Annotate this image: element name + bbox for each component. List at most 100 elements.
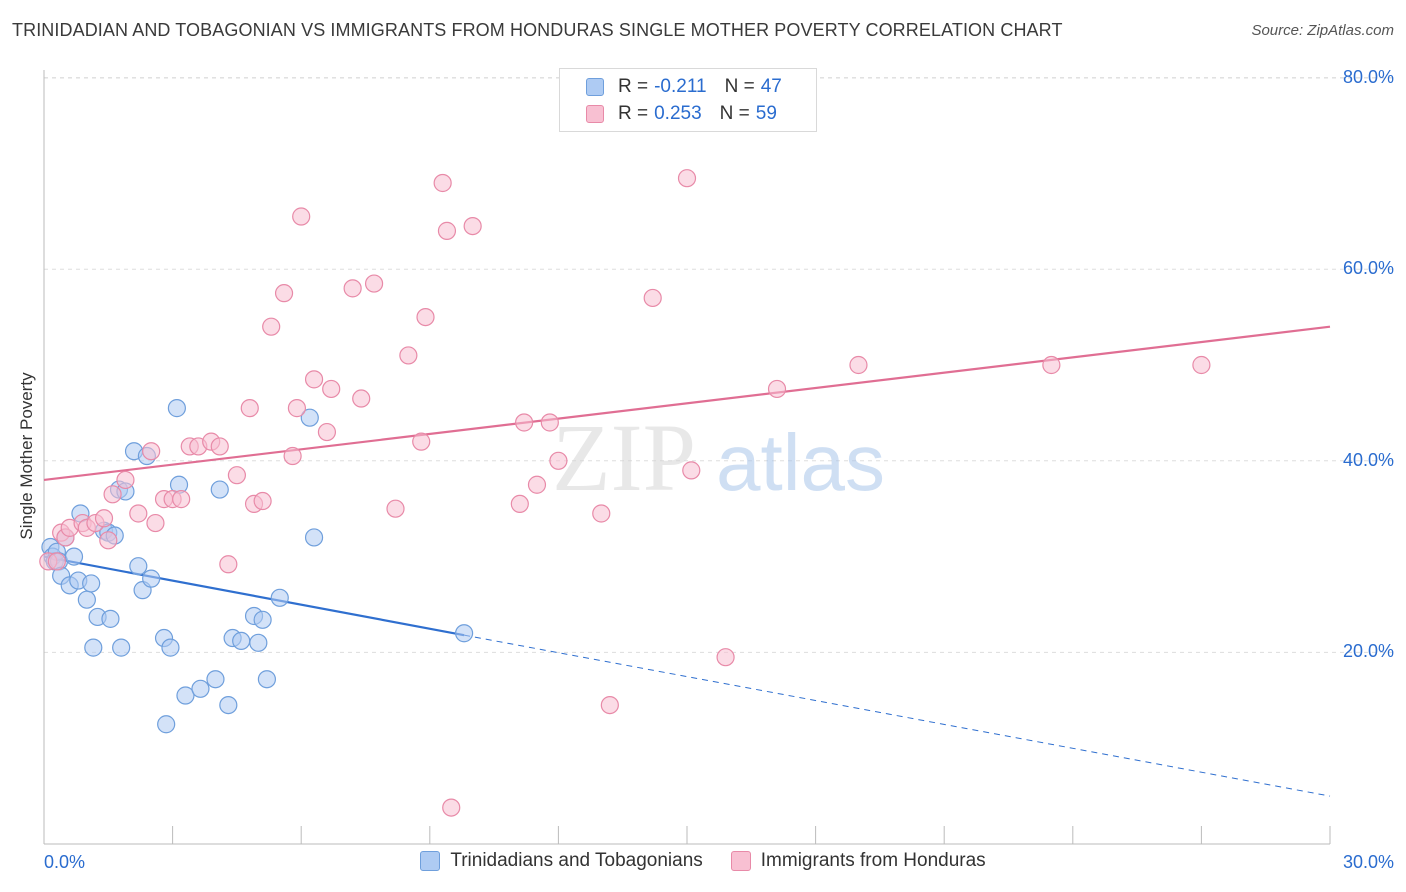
data-point-pink [716, 648, 735, 667]
data-point-blue [232, 631, 251, 651]
data-point-blue [206, 670, 225, 689]
legend-r-label: R = [618, 76, 649, 97]
data-point-blue [167, 399, 186, 418]
data-point-pink [442, 798, 461, 817]
grid-lines [44, 77, 1392, 653]
data-point-pink [767, 379, 787, 399]
data-point-pink [849, 355, 868, 375]
data-point-pink [103, 485, 122, 504]
data-point-pink [262, 317, 281, 336]
y-axis-label: Single Mother Poverty [17, 372, 36, 540]
data-point-pink [343, 279, 362, 298]
legend-r-value: 0.253 [654, 103, 702, 124]
data-point-blue [142, 569, 161, 588]
data-point-pink [643, 288, 662, 308]
data-point-pink [592, 504, 611, 523]
legend-n-label: N = [719, 103, 750, 124]
trend-line-pink [43, 325, 1331, 482]
series-pink-points [39, 169, 1211, 817]
series-blue-points [41, 399, 474, 734]
data-point-pink [322, 379, 341, 399]
data-point-blue [219, 695, 238, 715]
data-point-blue [304, 528, 324, 547]
data-point-blue [210, 480, 229, 499]
correlation-legend: R = -0.211 N = 47 R = 0.253 N = 59 [559, 68, 817, 132]
legend-r-label: R = [618, 103, 649, 124]
data-point-pink [463, 216, 482, 236]
data-point-pink [253, 491, 272, 511]
data-point-pink [412, 432, 431, 451]
legend-row-pink: R = 0.253 N = 59 [586, 101, 777, 127]
legend-swatch-blue [586, 78, 604, 96]
legend-n-value: 47 [760, 76, 782, 97]
data-point-pink [515, 413, 534, 432]
data-point-pink [99, 531, 118, 550]
y-tick-label: 60.0% [1342, 258, 1394, 279]
data-point-pink [129, 504, 148, 523]
data-point-pink [386, 499, 405, 518]
data-point-blue [249, 633, 268, 652]
data-point-blue [270, 588, 289, 607]
y-tick-label: 80.0% [1342, 66, 1394, 87]
y-tick-label: 40.0% [1342, 449, 1394, 470]
data-point-pink [677, 169, 697, 188]
data-point-blue [64, 547, 84, 566]
data-points [39, 169, 1211, 817]
data-point-pink [540, 413, 559, 432]
source-label: Source: ZipAtlas.com [1251, 22, 1394, 39]
legend-item-honduras: Immigrants from Honduras [730, 850, 986, 872]
data-point-pink [549, 451, 568, 470]
data-point-blue [101, 609, 120, 628]
watermark-atlas: atlas [716, 418, 885, 507]
trend-lines [43, 325, 1331, 797]
axes [43, 70, 1331, 845]
data-point-blue [253, 610, 272, 629]
legend-label-honduras: Immigrants from Honduras [760, 850, 986, 871]
data-point-pink [142, 442, 161, 461]
data-point-pink [210, 437, 229, 456]
legend-n-value: 59 [755, 103, 777, 124]
data-point-pink [219, 555, 238, 574]
data-point-pink [172, 490, 191, 509]
legend-label-trinidadians: Trinidadians and Tobagonians [450, 850, 703, 871]
data-point-pink [1192, 355, 1211, 375]
data-point-blue [454, 624, 474, 643]
data-point-pink [47, 552, 66, 571]
data-point-pink [227, 466, 246, 485]
data-point-pink [304, 370, 324, 389]
data-point-pink [433, 173, 452, 193]
watermark: ZIP atlas [552, 404, 885, 511]
data-point-pink [364, 274, 384, 293]
legend-row-blue: R = -0.211 N = 47 [586, 74, 782, 100]
x-tick-label-max: 30.0% [1342, 852, 1394, 872]
legend-swatch-pink [730, 851, 751, 871]
data-point-pink [437, 221, 457, 240]
data-point-pink [283, 446, 302, 466]
watermark-zip: ZIP [552, 404, 696, 511]
data-point-blue [129, 557, 148, 576]
data-point-pink [600, 695, 619, 715]
legend-swatch-blue [420, 851, 441, 871]
data-point-blue [161, 638, 180, 657]
series-legend: Trinidadians and Tobagonians Immigrants … [0, 850, 1406, 872]
data-point-blue [300, 408, 319, 427]
data-point-pink [510, 494, 529, 514]
legend-swatch-pink [586, 105, 604, 123]
x-tick-label-min: 0.0% [44, 852, 86, 872]
data-point-pink [527, 475, 547, 494]
data-point-pink [399, 346, 418, 365]
data-point-pink [287, 399, 307, 418]
data-point-blue [84, 638, 103, 657]
legend-n-label: N = [724, 76, 755, 97]
data-point-pink [1042, 355, 1061, 375]
data-point-pink [682, 461, 701, 480]
legend-r-value: -0.211 [654, 76, 707, 97]
data-point-pink [274, 284, 294, 303]
data-point-blue [157, 715, 176, 734]
data-point-pink [146, 513, 165, 533]
trend-extension-blue [464, 634, 1331, 797]
data-point-pink [292, 207, 311, 226]
data-point-blue [257, 670, 277, 689]
trend-line-blue [43, 555, 465, 637]
